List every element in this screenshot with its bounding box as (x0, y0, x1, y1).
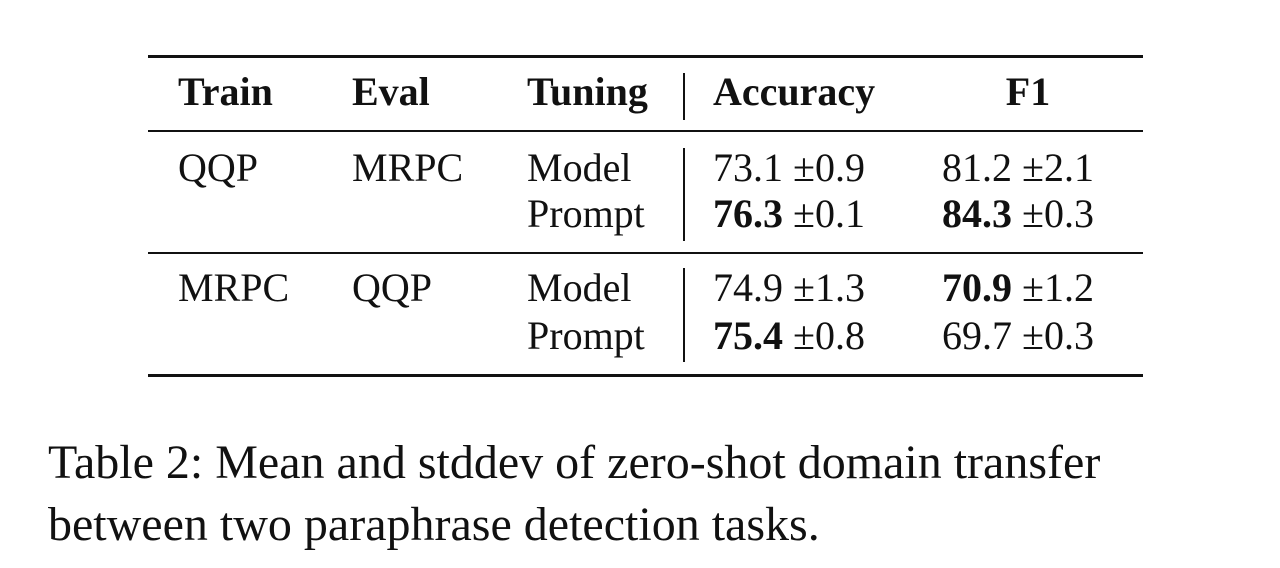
top-rule (148, 55, 1143, 58)
column-header: Accuracy (713, 69, 876, 114)
value-cell: 70.9 ±1.2 (942, 268, 1094, 308)
value-cell: 84.3 ±0.3 (942, 194, 1094, 234)
column-header: Train (178, 69, 273, 114)
stddev: ±1.2 (1022, 265, 1094, 310)
bottom-rule (148, 374, 1143, 377)
tuning-cell: Model (527, 145, 632, 190)
stddev: ±1.3 (793, 265, 865, 310)
stddev: ±0.3 (1022, 313, 1094, 358)
tuning-cell: Model (527, 265, 632, 310)
stddev: ±0.9 (793, 145, 865, 190)
value-cell: 81.2 ±2.1 (942, 148, 1094, 188)
mean: 84.3 (942, 191, 1012, 236)
stddev: ±0.8 (793, 313, 865, 358)
value-cell: 75.4 ±0.8 (713, 316, 865, 356)
value-cell: 76.3 ±0.1 (713, 194, 865, 234)
train-cell: MRPC (178, 265, 290, 310)
value-cell: 69.7 ±0.3 (942, 316, 1094, 356)
column-separator (683, 268, 685, 362)
value-cell: 73.1 ±0.9 (713, 148, 865, 188)
mean: 70.9 (942, 265, 1012, 310)
caption-text: Mean and stddev of zero-shot domain tran… (48, 436, 1101, 551)
stddev: ±0.1 (793, 191, 865, 236)
value-cell: 74.9 ±1.3 (713, 268, 865, 308)
column-separator (683, 73, 685, 120)
mean: 69.7 (942, 313, 1012, 358)
group-rule (148, 252, 1143, 254)
header-rule (148, 130, 1143, 132)
mean: 81.2 (942, 145, 1012, 190)
mean: 73.1 (713, 145, 783, 190)
stddev: ±0.3 (1022, 191, 1094, 236)
column-header: Eval (352, 69, 430, 114)
caption: Table 2: Mean and stddev of zero-shot do… (48, 432, 1263, 556)
mean: 74.9 (713, 265, 783, 310)
column-header: F1 (1005, 69, 1051, 114)
stddev: ±2.1 (1022, 145, 1094, 190)
caption-label: Table 2: (48, 436, 204, 489)
eval-cell: QQP (352, 265, 433, 310)
eval-cell: MRPC (352, 145, 464, 190)
column-separator (683, 148, 685, 241)
tuning-cell: Prompt (527, 191, 645, 236)
train-cell: QQP (178, 145, 259, 190)
mean: 76.3 (713, 191, 783, 236)
tuning-cell: Prompt (527, 313, 645, 358)
column-header: Tuning (527, 69, 648, 114)
mean: 75.4 (713, 313, 783, 358)
